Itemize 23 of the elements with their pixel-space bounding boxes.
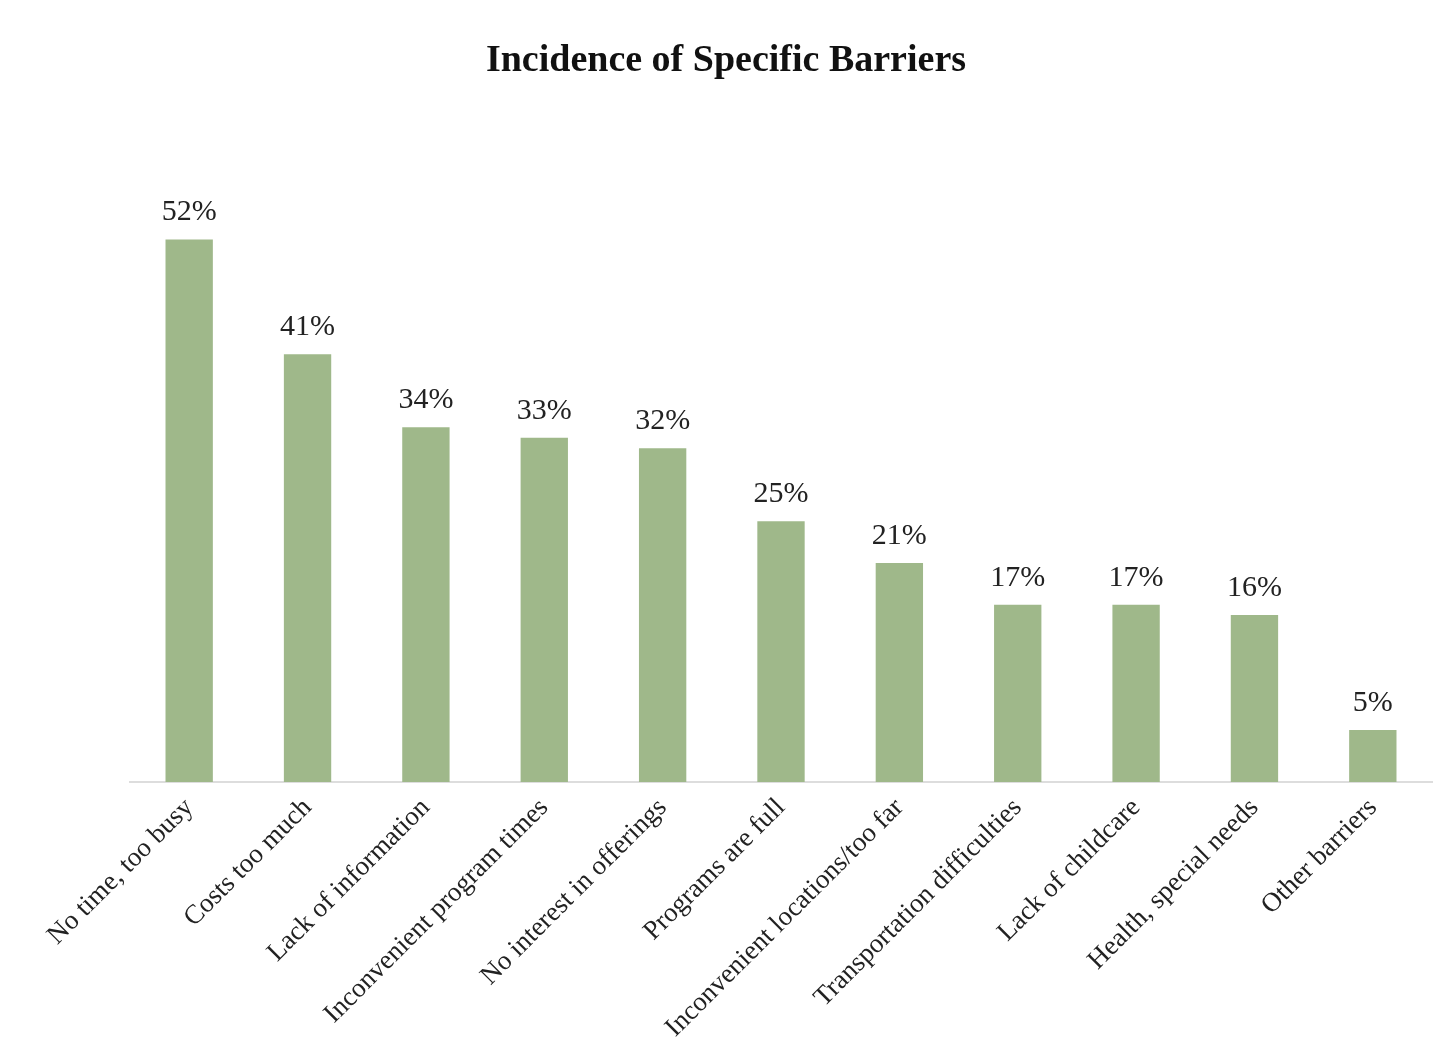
data-label: 32% [635, 402, 691, 436]
data-label: 21% [871, 516, 927, 550]
bar [994, 604, 1042, 783]
bar [165, 239, 213, 783]
bar [520, 437, 568, 783]
data-label: 52% [161, 193, 217, 227]
data-label: 16% [1226, 568, 1282, 602]
bar [1112, 604, 1160, 783]
data-label: 33% [516, 391, 572, 425]
bar [402, 427, 450, 783]
data-label: 34% [398, 381, 454, 415]
data-label: 17% [990, 558, 1046, 592]
bar [1349, 729, 1397, 783]
bar [638, 448, 687, 783]
data-label: 17% [1108, 558, 1164, 592]
data-label: 41% [280, 308, 336, 342]
chart-title: Incidence of Specific Barriers [484, 36, 968, 81]
bar [875, 562, 924, 783]
data-label: 5% [1352, 683, 1393, 717]
bar [1230, 615, 1279, 783]
data-label: 25% [753, 475, 809, 509]
bar [757, 521, 805, 783]
bar [283, 354, 332, 783]
